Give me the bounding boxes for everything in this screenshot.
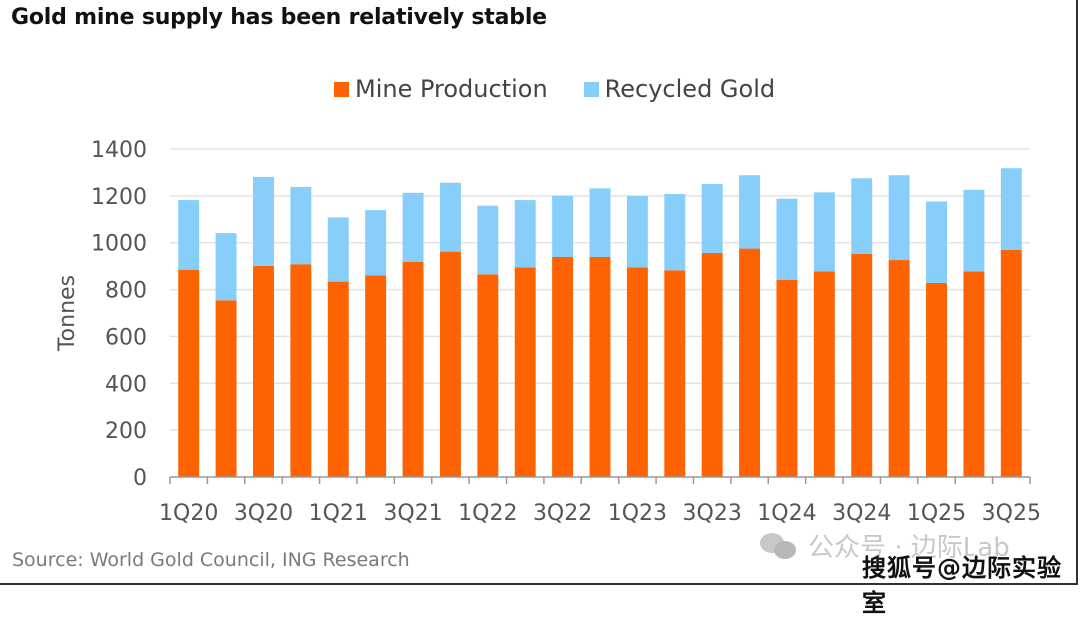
legend-item-recycled-gold: Recycled Gold (583, 75, 776, 103)
bar-mine-production-1Q25 (926, 283, 947, 477)
bar-recycled-gold-3Q22 (552, 195, 574, 258)
bar-mine-production-3Q23 (701, 253, 723, 477)
x-tick-label: 3Q24 (832, 501, 891, 526)
bar-mine-production-3Q20 (253, 265, 274, 477)
bar-recycled-gold-2Q20 (215, 233, 237, 301)
bar-recycled-gold-4Q22 (589, 188, 611, 258)
x-tick-label: 3Q21 (383, 501, 442, 526)
y-tick-label: 800 (105, 279, 147, 304)
bar-mine-production-1Q20 (178, 269, 200, 477)
bar-recycled-gold-3Q24 (851, 178, 873, 254)
bar-recycled-gold-3Q21 (402, 192, 424, 262)
legend-item-mine-production: Mine Production (334, 75, 548, 103)
bar-mine-production-1Q21 (327, 281, 349, 477)
bar-mine-production-1Q24 (776, 279, 798, 477)
chart-title: Gold mine supply has been relatively sta… (11, 5, 547, 30)
bar-mine-production-2Q21 (365, 275, 387, 477)
bar-mine-production-2Q25 (963, 271, 985, 477)
x-axis: 1Q20 3Q20 1Q21 3Q21 1Q22 3Q22 1Q23 3Q23 1Q24 3Q24… (159, 476, 1041, 526)
bar-mine-production-4Q22 (589, 257, 611, 477)
bar-recycled-gold-2Q21 (365, 210, 387, 276)
bar-recycled-gold-2Q24 (813, 192, 835, 272)
watermark-text-1: 公众号 · 边际Lab (808, 533, 1010, 563)
bar-recycled-gold-4Q23 (739, 175, 761, 249)
bar-recycled-gold-2Q22 (514, 200, 536, 268)
y-tick-label: 1400 (91, 138, 147, 163)
x-tick-label: 1Q25 (907, 501, 966, 526)
bar-recycled-gold-3Q20 (253, 176, 274, 266)
bar-recycled-gold-1Q23 (626, 196, 648, 268)
x-tick-label: 1Q20 (159, 501, 218, 526)
x-tick-label: 3Q22 (533, 501, 592, 526)
bar-mine-production-2Q24 (813, 271, 835, 477)
bar-recycled-gold-3Q25 (1000, 168, 1022, 250)
x-tick-label: 3Q25 (982, 501, 1041, 526)
bar-mine-production-4Q20 (290, 264, 312, 477)
y-tick-label: 1200 (91, 185, 147, 210)
legend-label-mine-production: Mine Production (355, 75, 548, 103)
wechat-icon (758, 531, 802, 561)
bar-mine-production-4Q23 (739, 248, 761, 477)
bar-mine-production-2Q20 (215, 300, 237, 477)
bar-recycled-gold-1Q25 (926, 201, 947, 284)
bar-recycled-gold-1Q22 (477, 205, 499, 275)
y-tick-label: 0 (133, 466, 147, 491)
x-tick-label: 1Q23 (608, 501, 667, 526)
bar-mine-production-3Q25 (1000, 249, 1022, 477)
x-tick-label: 3Q23 (683, 501, 742, 526)
watermark-wechat: 公众号 · 边际Lab (758, 527, 1010, 564)
x-tick-label: 1Q24 (757, 501, 816, 526)
legend-swatch-recycled-gold (583, 81, 599, 97)
legend: Mine Production Recycled Gold (334, 75, 811, 103)
y-tick-label: 1000 (91, 232, 147, 257)
bar-mine-production-1Q23 (626, 267, 648, 477)
watermark-text-2: 搜狐号@边际实验室 (862, 554, 1062, 617)
image-frame (0, 0, 1078, 585)
y-axis: 0 200 400 600 800 1000 1200 1400 (91, 138, 147, 491)
bar-mine-production-3Q22 (552, 257, 574, 477)
bars (178, 168, 1022, 477)
y-tick-label: 400 (105, 372, 147, 397)
bar-recycled-gold-3Q23 (701, 183, 723, 254)
bar-mine-production-1Q22 (477, 274, 499, 477)
x-tick-label: 3Q20 (234, 501, 293, 526)
bar-recycled-gold-4Q20 (290, 186, 312, 265)
legend-swatch-mine-production (334, 81, 349, 97)
bar-mine-production-2Q23 (664, 270, 686, 477)
x-tick-label: 1Q21 (309, 501, 368, 526)
bar-mine-production-3Q21 (402, 261, 424, 477)
y-axis-label: Tonnes (55, 275, 80, 352)
chart-plot: 0 200 400 600 800 1000 1200 1400 1Q20 3Q20 1Q21 3Q… (55, 138, 1041, 526)
bar-recycled-gold-4Q24 (888, 175, 910, 261)
bar-recycled-gold-2Q23 (664, 193, 686, 271)
bar-recycled-gold-1Q24 (776, 198, 798, 280)
source-note: Source: World Gold Council, ING Research (12, 549, 410, 571)
y-tick-label: 200 (105, 419, 147, 444)
bar-recycled-gold-4Q21 (439, 182, 461, 252)
bar-mine-production-3Q24 (851, 253, 873, 477)
bar-mine-production-4Q21 (439, 251, 461, 477)
x-tick-label: 1Q22 (458, 501, 517, 526)
bar-recycled-gold-1Q20 (178, 200, 200, 270)
legend-label-recycled-gold: Recycled Gold (604, 75, 776, 103)
bar-mine-production-4Q24 (888, 260, 910, 477)
bar-recycled-gold-1Q21 (327, 217, 349, 282)
bar-recycled-gold-2Q25 (963, 189, 985, 272)
bar-mine-production-2Q22 (514, 267, 536, 477)
y-tick-label: 600 (105, 325, 147, 350)
